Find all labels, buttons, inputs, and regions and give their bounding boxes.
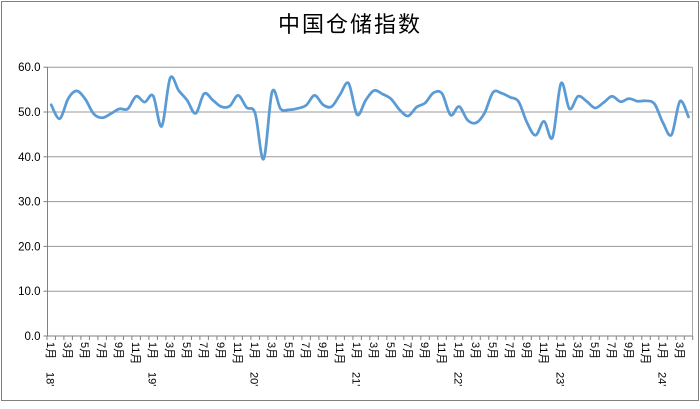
x-axis-month-label: 3月 bbox=[367, 342, 379, 359]
x-axis-month-label: 11月 bbox=[537, 342, 549, 364]
x-axis-month-label: 3月 bbox=[469, 342, 481, 359]
x-axis-month-label: 1月 bbox=[146, 342, 158, 359]
x-axis-month-label: 9月 bbox=[520, 342, 532, 359]
x-axis-month-label: 5月 bbox=[588, 342, 600, 359]
x-axis-month-label: 7月 bbox=[95, 342, 107, 359]
x-axis-month-label: 7月 bbox=[605, 342, 617, 359]
chart-title: 中国仓储指数 bbox=[277, 12, 422, 37]
x-axis-month-label: 7月 bbox=[401, 342, 413, 359]
x-axis-month-label: 11月 bbox=[639, 342, 651, 364]
x-axis-month-label: 3月 bbox=[61, 342, 73, 359]
x-axis-month-label: 1月 bbox=[656, 342, 668, 359]
x-axis-month-label: 7月 bbox=[503, 342, 515, 359]
x-axis-month-label: 9月 bbox=[112, 342, 124, 359]
x-axis-month-label: 1月 bbox=[452, 342, 464, 359]
x-axis-month-label: 5月 bbox=[78, 342, 90, 359]
x-axis-month-label: 1月 bbox=[44, 342, 56, 359]
x-axis-month-label: 9月 bbox=[418, 342, 430, 359]
x-axis-month-label: 9月 bbox=[622, 342, 634, 359]
y-axis-label: 40.0 bbox=[18, 152, 40, 164]
x-axis-month-label: 11月 bbox=[129, 342, 141, 364]
x-axis-month-label: 7月 bbox=[299, 342, 311, 359]
x-axis-month-label: 1月 bbox=[554, 342, 566, 359]
x-axis-year-label: 21' bbox=[350, 372, 362, 386]
x-axis-month-label: 3月 bbox=[163, 342, 175, 359]
index-line-series bbox=[49, 75, 690, 161]
x-axis-year-label: 23' bbox=[554, 372, 566, 386]
x-axis-month-label: 5月 bbox=[282, 342, 294, 359]
x-axis-month-label: 5月 bbox=[180, 342, 192, 359]
y-axis-label: 0.0 bbox=[25, 331, 41, 343]
y-axis-label: 60.0 bbox=[18, 62, 40, 74]
x-axis-month-label: 3月 bbox=[265, 342, 277, 359]
x-axis-month-label: 5月 bbox=[384, 342, 396, 359]
x-axis-year-label: 19' bbox=[146, 372, 158, 386]
y-axis-label: 20.0 bbox=[18, 241, 40, 253]
x-axis-month-label: 1月 bbox=[248, 342, 260, 359]
x-axis-month-label: 9月 bbox=[214, 342, 226, 359]
x-axis-month-label: 11月 bbox=[231, 342, 243, 364]
x-axis-month-label: 1月 bbox=[350, 342, 362, 359]
x-axis-month-label: 7月 bbox=[197, 342, 209, 359]
x-axis-month-label: 9月 bbox=[316, 342, 328, 359]
y-axis-label: 30.0 bbox=[18, 197, 40, 209]
x-axis-year-label: 18' bbox=[44, 372, 56, 386]
y-axis-label: 10.0 bbox=[18, 286, 40, 298]
x-axis-month-label: 11月 bbox=[333, 342, 345, 364]
x-axis-year-label: 20' bbox=[248, 372, 260, 386]
x-axis-year-label: 24' bbox=[656, 372, 668, 386]
x-axis-month-label: 3月 bbox=[571, 342, 583, 359]
x-axis-year-label: 22' bbox=[452, 372, 464, 386]
y-axis-label: 50.0 bbox=[18, 107, 40, 119]
x-axis-month-label: 11月 bbox=[435, 342, 447, 364]
x-axis-month-label: 5月 bbox=[486, 342, 498, 359]
x-axis-month-label: 3月 bbox=[673, 342, 685, 359]
